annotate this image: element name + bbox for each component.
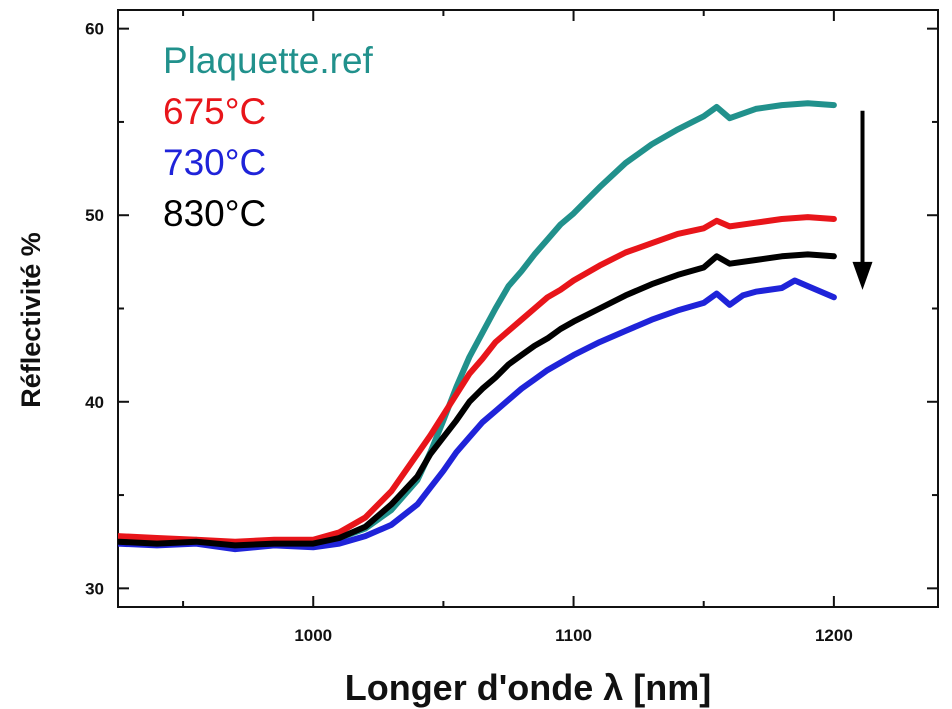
y-tick-label: 40 <box>85 393 104 412</box>
trend-arrow-head <box>852 261 873 290</box>
y-tick-label: 30 <box>85 579 104 598</box>
legend-entry-2: 675°C <box>163 91 266 132</box>
y-axis-title: Réflectivité % <box>16 232 46 408</box>
annotations <box>852 110 873 290</box>
x-axis-tick-labels: 1000 1100 1200 <box>294 626 852 645</box>
legend-entry-1: Plaquette.ref <box>163 40 374 81</box>
x-tick-label: 1100 <box>555 626 592 645</box>
y-tick-label: 50 <box>85 206 104 225</box>
legend-entry-4: 830°C <box>163 193 266 234</box>
legend: Plaquette.ref 675°C 730°C 830°C <box>163 40 374 234</box>
legend-entry-3: 730°C <box>163 142 266 183</box>
x-axis-ticks <box>182 10 835 607</box>
x-tick-label: 1000 <box>294 626 332 645</box>
y-axis-tick-labels: 30 40 50 60 <box>85 20 104 599</box>
series-line-3 <box>118 277 837 553</box>
series-line-4 <box>118 251 837 549</box>
y-axis-ticks <box>118 27 938 590</box>
y-tick-label: 60 <box>85 20 104 39</box>
series-line-2 <box>118 214 837 545</box>
x-tick-label: 1200 <box>815 626 853 645</box>
x-axis-title: Longer d'onde λ [nm] <box>345 667 712 708</box>
series-lines <box>118 100 837 553</box>
